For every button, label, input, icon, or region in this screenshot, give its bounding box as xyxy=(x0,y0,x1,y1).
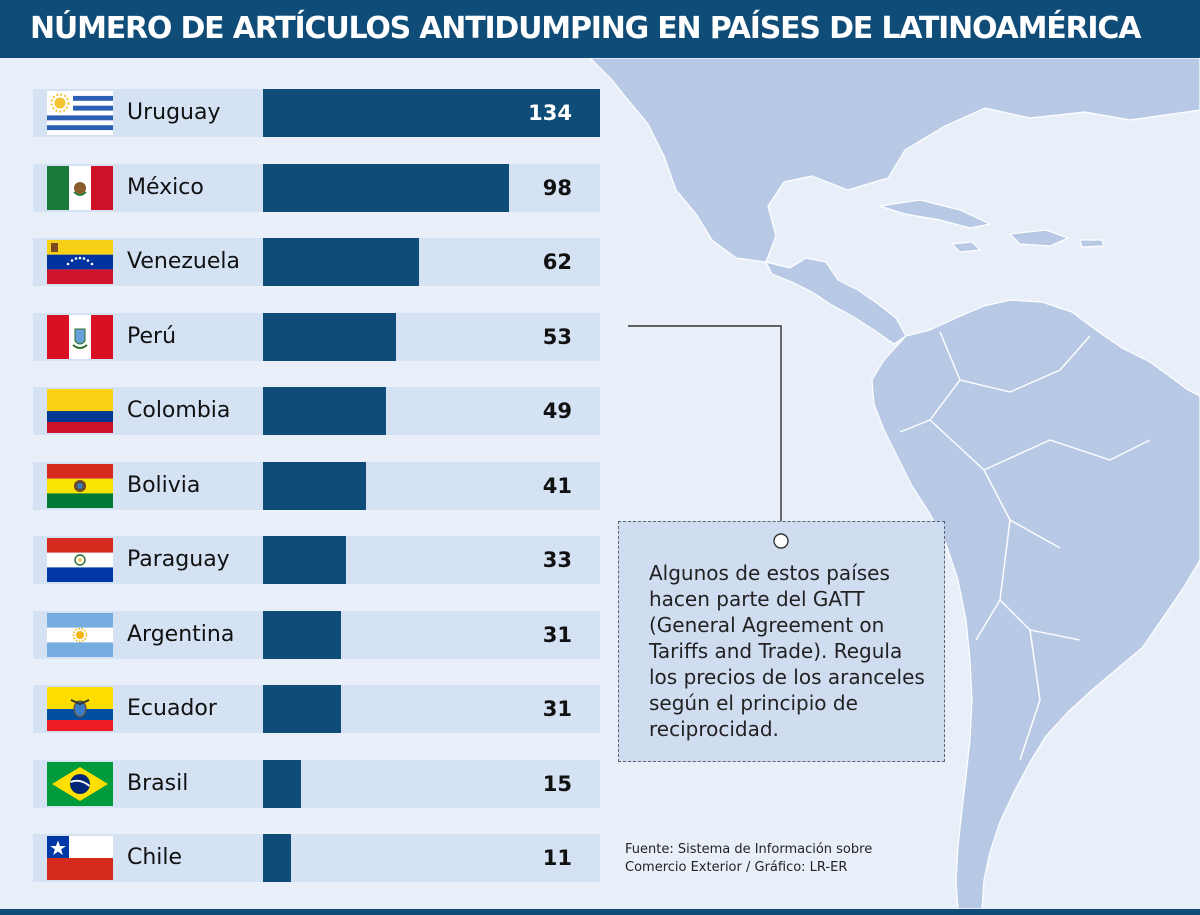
category-label: Argentina xyxy=(127,621,235,647)
uruguay-flag-icon xyxy=(47,91,113,135)
chart-row: Venezuela 62 xyxy=(33,238,600,286)
chart-row: Uruguay 134 xyxy=(33,89,600,137)
bar xyxy=(263,89,600,137)
bar xyxy=(263,536,346,584)
bar xyxy=(263,163,510,212)
data-label: 31 xyxy=(542,697,572,721)
data-label: 11 xyxy=(542,846,572,870)
data-label: 33 xyxy=(542,548,572,572)
chart-row: Argentina 31 xyxy=(33,610,600,659)
chart-row: Ecuador 31 xyxy=(33,685,600,733)
data-label: 53 xyxy=(542,324,572,349)
source-credit: Fuente: Sistema de Información sobre Com… xyxy=(625,841,925,877)
callout-circle xyxy=(773,533,789,549)
category-label: Uruguay xyxy=(127,100,221,125)
category-label: Colombia xyxy=(127,398,231,423)
data-label: 49 xyxy=(542,399,572,423)
peru-flag-icon xyxy=(47,314,113,359)
chile-flag-icon xyxy=(47,836,113,880)
bolivia-flag-icon xyxy=(47,463,113,508)
chart-row: Chile 11 xyxy=(33,834,600,882)
map-central-america xyxy=(765,257,907,345)
mexico-flag-icon xyxy=(47,165,113,210)
chart-row: Perú 53 xyxy=(33,312,600,361)
map-jamaica xyxy=(951,241,981,253)
chart-title: NÚMERO DE ARTÍCULOS ANTIDUMPING EN PAÍSE… xyxy=(30,11,1141,46)
data-label: 134 xyxy=(528,101,572,125)
bar xyxy=(263,610,341,659)
data-label: 62 xyxy=(542,250,572,274)
map-puerto-rico xyxy=(1079,239,1105,248)
ecuador-flag-icon xyxy=(47,687,113,731)
category-label: México xyxy=(127,174,204,200)
data-label: 41 xyxy=(542,473,572,498)
bottom-rule xyxy=(0,909,1200,915)
bar xyxy=(263,685,341,733)
map-north-america xyxy=(589,57,1200,263)
title-banner xyxy=(0,0,1200,58)
data-label: 15 xyxy=(542,771,572,796)
bar-track xyxy=(33,834,600,882)
source-line-1: Fuente: Sistema de Información sobre xyxy=(625,842,873,857)
callout-circle-marker xyxy=(773,533,789,549)
bar xyxy=(263,238,419,286)
category-label: Ecuador xyxy=(127,696,217,721)
category-label: Paraguay xyxy=(127,547,230,572)
category-label: Chile xyxy=(127,845,183,870)
category-label: Brasil xyxy=(127,770,189,796)
chart-row: Bolivia 41 xyxy=(33,461,600,510)
bar xyxy=(263,759,301,808)
source-line-2: Comercio Exterior / Gráfico: LR-ER xyxy=(625,860,848,875)
category-label: Bolivia xyxy=(127,472,201,498)
venezuela-flag-icon xyxy=(47,240,113,284)
category-label: Perú xyxy=(127,323,177,349)
argentina-flag-icon xyxy=(47,612,113,657)
annotation-text: Algunos de estos países hacen parte del … xyxy=(649,561,925,741)
map-hispaniola xyxy=(1009,229,1069,247)
colombia-flag-icon xyxy=(47,389,113,433)
map-cuba xyxy=(879,199,991,229)
chart-row: Brasil 15 xyxy=(33,759,600,808)
data-label: 31 xyxy=(542,622,572,647)
category-label: Venezuela xyxy=(127,249,240,274)
paraguay-flag-icon xyxy=(47,538,113,582)
bar xyxy=(263,312,397,361)
bar xyxy=(263,387,387,435)
chart-row: Colombia 49 xyxy=(33,387,600,435)
chart-row: México 98 xyxy=(33,163,600,212)
bar-track xyxy=(33,759,600,808)
chart-row: Paraguay 33 xyxy=(33,536,600,584)
bar xyxy=(263,834,291,882)
data-label: 98 xyxy=(542,175,572,200)
brazil-flag-icon xyxy=(47,761,113,806)
map-country-borders xyxy=(899,331,1151,761)
annotation-box: Algunos de estos países hacen parte del … xyxy=(618,521,945,762)
bar xyxy=(263,461,367,510)
